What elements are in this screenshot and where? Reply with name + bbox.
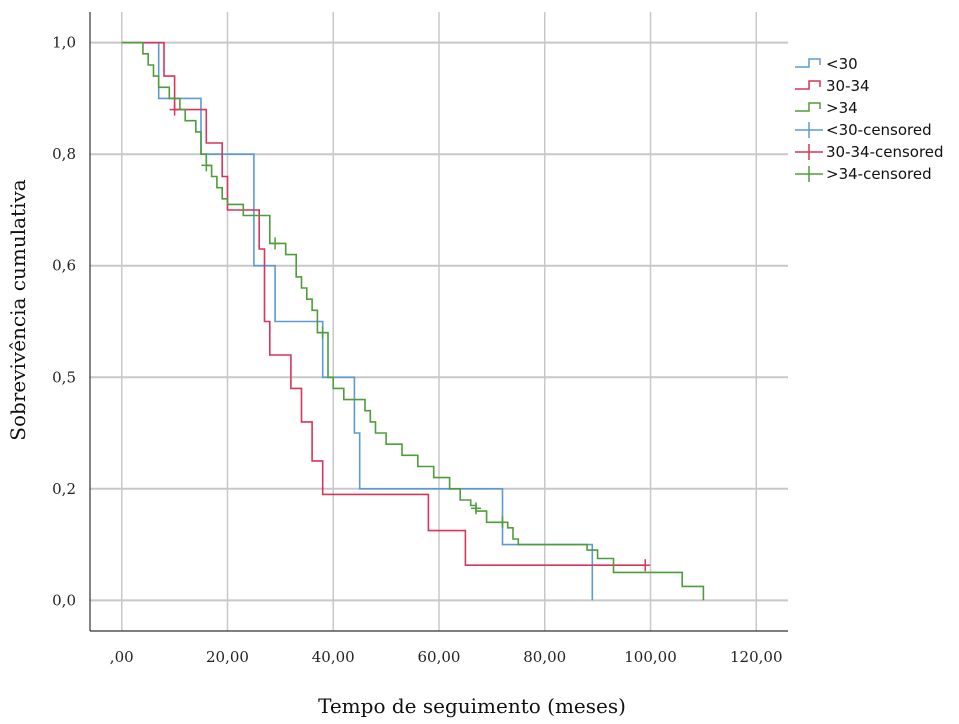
- censor-mark: [270, 237, 281, 250]
- legend-label: <30-censored: [826, 121, 932, 139]
- x-tick-label: 40,00: [312, 648, 355, 666]
- legend-symbol: [795, 58, 821, 68]
- legend-label: <30: [826, 55, 858, 73]
- x-tick-label: 60,00: [418, 648, 461, 666]
- censor-mark: [201, 159, 212, 172]
- legend-label: 30-34: [826, 77, 870, 95]
- legend: <30 30-34 >34 <30-censored 30-34-censored >34…: [795, 55, 944, 183]
- legend-symbol: [795, 102, 821, 112]
- y-tick-label: 1,0: [52, 34, 76, 52]
- y-axis-ticks: 0,0 0,2 0,5 0,6 0,8 1,0: [52, 34, 76, 610]
- y-tick-label: 0,8: [52, 145, 76, 163]
- legend-item: <30-censored: [795, 121, 932, 139]
- y-tick-label: 0,5: [52, 368, 76, 386]
- legend-item: <30: [795, 55, 858, 73]
- legend-item: >34-censored: [795, 165, 932, 183]
- legend-label: >34: [826, 99, 858, 117]
- survival-curves: [121, 41, 705, 601]
- x-tick-label: 80,00: [523, 648, 566, 666]
- x-tick-label: 100,00: [624, 648, 677, 666]
- censor-mark: [169, 103, 180, 116]
- x-tick-label: ,00: [110, 648, 134, 666]
- y-tick-label: 0,2: [52, 480, 76, 498]
- censor-mark: [640, 559, 651, 572]
- series-line: [121, 41, 646, 567]
- censor-mark: [317, 326, 328, 339]
- legend-item: >34: [795, 99, 858, 117]
- x-axis-title: Tempo de seguimento (meses): [318, 694, 626, 718]
- axes: [89, 12, 788, 632]
- series-line: [121, 41, 594, 601]
- x-axis-ticks: ,00 20,00 40,00 60,00 80,00 100,00 120,00: [110, 648, 783, 666]
- legend-item: 30-34: [795, 77, 870, 95]
- x-tick-label: 120,00: [730, 648, 783, 666]
- y-axis-title: Sobrevivência cumulativa: [6, 179, 30, 441]
- y-tick-label: 0,0: [52, 591, 76, 609]
- censor-mark: [497, 516, 508, 529]
- legend-item: 30-34-censored: [795, 143, 944, 161]
- legend-label: >34-censored: [826, 165, 932, 183]
- censor-mark: [471, 502, 482, 515]
- y-tick-label: 0,6: [52, 257, 76, 275]
- series-line: [121, 41, 705, 601]
- legend-label: 30-34-censored: [826, 143, 944, 161]
- grid-lines: [90, 12, 788, 631]
- x-tick-label: 20,00: [206, 648, 249, 666]
- legend-symbol: [795, 80, 821, 90]
